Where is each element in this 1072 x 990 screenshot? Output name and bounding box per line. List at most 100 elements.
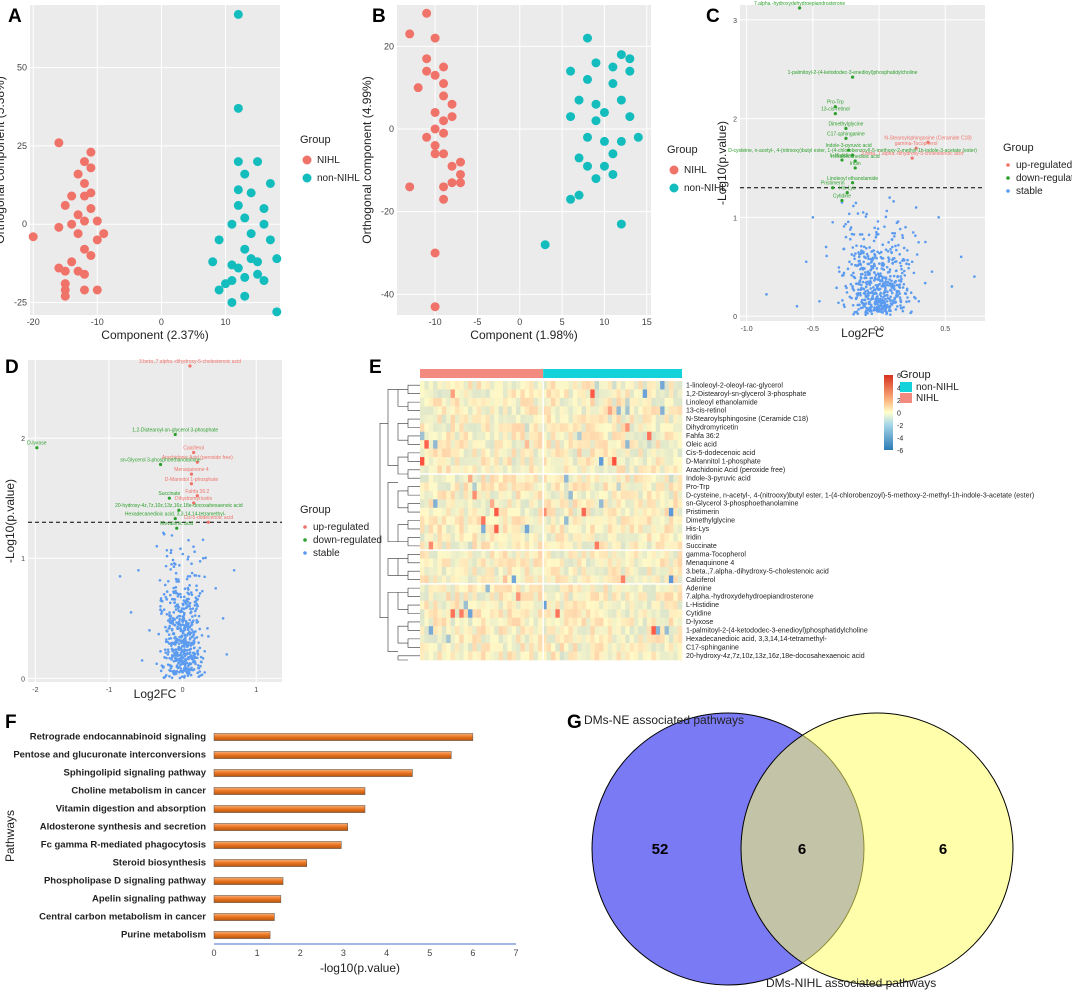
heatmap-cell [664, 592, 670, 602]
heatmap-cell [590, 600, 595, 610]
stable-point [910, 310, 913, 313]
heatmap-cell [660, 414, 665, 424]
heatmap-cell [642, 397, 648, 407]
heatmap-cell [551, 541, 556, 551]
heatmap-cell [529, 609, 534, 619]
heatmap-cell [420, 406, 425, 416]
heatmap-cell [502, 389, 508, 399]
heatmap-cell [647, 533, 652, 542]
heatmap-cell [572, 592, 578, 602]
heatmap-cell [638, 575, 643, 585]
heatmap-cell [612, 448, 617, 458]
panel-letter: A [8, 6, 22, 27]
heatmap-cell [555, 482, 561, 492]
heatmap-cell [502, 507, 508, 517]
stable-point [159, 605, 162, 608]
stable-point [878, 282, 881, 286]
heatmap-cell [651, 431, 657, 441]
heatmap-cell [612, 558, 617, 568]
stable-point [193, 574, 196, 577]
heatmap-cell [581, 431, 587, 441]
heatmap-cell [472, 431, 478, 441]
heatmap-cell [511, 651, 517, 661]
row-label: Indole-3-pyruvic acid [686, 475, 751, 482]
stable-point [864, 313, 867, 317]
stable-point [910, 260, 914, 264]
heatmap-cell [459, 465, 464, 475]
heatmap-cell [638, 541, 643, 551]
heatmap-cell [629, 490, 635, 500]
stable-point [178, 648, 181, 651]
stable-point [893, 297, 897, 301]
heatmap-cell [607, 575, 613, 585]
stable-point [167, 627, 171, 630]
stable-point [818, 299, 821, 303]
heatmap-cell [502, 406, 508, 416]
heatmap-cell [533, 474, 539, 483]
heatmap-cell [481, 431, 486, 441]
heatmap-cell [572, 617, 578, 627]
heatmap-cell [476, 533, 482, 542]
stable-point [871, 265, 874, 268]
heatmap-cell [590, 499, 595, 509]
heatmap-cell [546, 507, 552, 517]
heatmap-cell [454, 448, 460, 458]
heatmap-cell [655, 389, 661, 399]
heatmap-cell [668, 440, 674, 449]
heatmap-cell [655, 558, 661, 568]
heatmap-cell [468, 397, 473, 407]
data-point [616, 50, 626, 60]
heatmap-cell [668, 558, 674, 568]
heatmap-cell [620, 609, 626, 619]
stable-point [176, 594, 180, 598]
heatmap-cell [581, 389, 587, 399]
heatmap-cell [463, 643, 469, 652]
heatmap-cell [433, 533, 438, 542]
heatmap-cell [655, 541, 661, 551]
stable-point [180, 644, 184, 648]
heatmap-cell [564, 617, 569, 627]
stable-point [170, 644, 173, 647]
heatmap-cell [677, 609, 683, 619]
heatmap-cell [564, 567, 569, 576]
heatmap-cell [454, 457, 460, 466]
stable-point [890, 238, 894, 241]
heatmap-cell [655, 482, 661, 492]
heatmap-cell [655, 533, 661, 542]
heatmap-cell [660, 617, 665, 627]
heatmap-cell [607, 609, 613, 619]
stable-point [197, 675, 201, 678]
stable-point [850, 232, 854, 236]
stable-point [195, 588, 198, 592]
heatmap-cell [485, 567, 491, 576]
stable-point [858, 279, 862, 282]
heatmap-cell [424, 626, 430, 635]
data-point [405, 29, 415, 39]
stable-point [188, 602, 191, 605]
stable-point [180, 607, 184, 610]
heatmap-cell [677, 567, 683, 576]
heatmap-cell [599, 626, 604, 635]
heatmap-cell [585, 490, 591, 500]
heatmap-cell [564, 651, 569, 661]
heatmap-cell [542, 634, 547, 644]
heatmap-cell [651, 634, 657, 644]
group-bar-nihl [420, 369, 544, 378]
heatmap-cell [599, 524, 604, 534]
stable-point [903, 292, 907, 295]
heatmap-cell [564, 406, 569, 416]
heatmap-cell [433, 423, 438, 433]
stable-point [878, 273, 882, 277]
stable-point [901, 286, 905, 289]
heatmap-cell [450, 465, 456, 475]
heatmap-cell [660, 406, 665, 416]
heatmap-cell [551, 507, 556, 517]
heatmap-cell [468, 567, 473, 576]
heatmap-cell [446, 490, 451, 500]
heatmap-cell [507, 651, 512, 661]
heatmap-cell [511, 389, 517, 399]
labeled-point [845, 191, 849, 195]
heatmap-cell [555, 643, 561, 652]
stable-point [118, 574, 122, 578]
heatmap-cell [476, 423, 482, 433]
